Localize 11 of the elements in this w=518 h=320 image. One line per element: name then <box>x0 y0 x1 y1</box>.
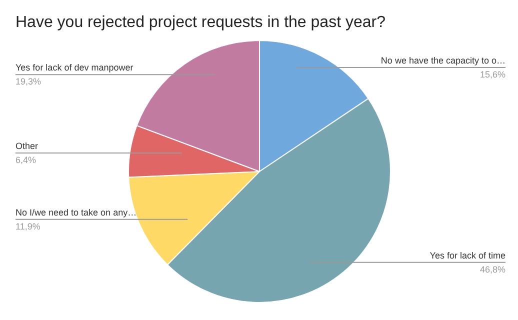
data-label: 6,4% <box>16 155 36 166</box>
slice-label: No I/we need to take on any… <box>16 207 137 218</box>
slice-label: Yes for lack of time <box>430 250 506 260</box>
data-label: 46,8% <box>480 264 506 274</box>
data-label: 15,6% <box>480 69 506 80</box>
chart-title: Have you rejected project requests in the past year? <box>16 14 386 31</box>
data-label: 11,9% <box>16 221 40 232</box>
slice-label: Other <box>16 141 38 152</box>
data-label: 19,3% <box>16 76 42 87</box>
slice-label: Yes for lack of dev manpower <box>16 62 134 73</box>
slice-label: No we have the capacity to o… <box>380 55 506 66</box>
